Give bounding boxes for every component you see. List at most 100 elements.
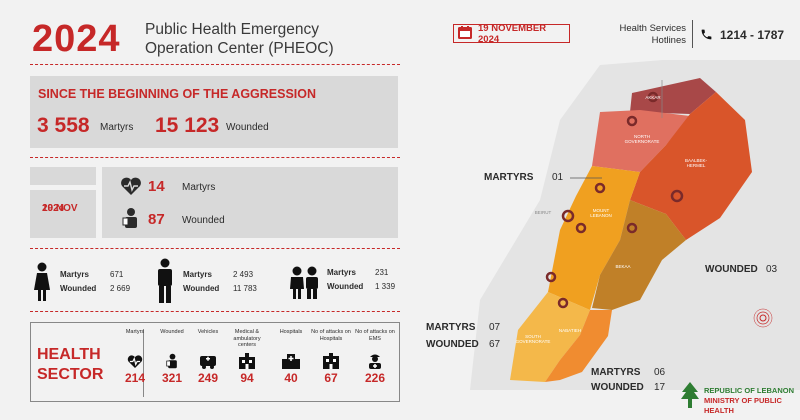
ems-worker-icon [355, 351, 395, 371]
region-baalbek [630, 92, 752, 240]
attack-marker [575, 222, 587, 234]
radar-icon [753, 308, 773, 328]
region-label-north: NORTH GOVERNORATE [624, 134, 660, 144]
region-nabatieh [545, 310, 612, 382]
hotlines-label-line1: Health Services [619, 23, 686, 34]
hs-label: No of attacks on Hospitals [311, 329, 351, 342]
report-date: 19 NOVEMBER 2024 [478, 22, 547, 45]
man-wounded-value: 11 783 [233, 284, 257, 293]
attack-marker [545, 271, 557, 283]
hospital-attack-icon [311, 351, 351, 371]
children-icon [290, 266, 320, 305]
hospital-icon [271, 351, 311, 371]
daily-date-line1: 19 NOV [42, 203, 78, 214]
south-martyrs-label: MARTYRS [426, 322, 476, 333]
hs-value: 94 [240, 371, 254, 385]
region-label-baalbek: BAALBEK-HERMEL [684, 158, 707, 168]
total-martyrs-label: Martyrs [100, 122, 134, 133]
heartbeat-icon [120, 176, 142, 201]
hs-label: Wounded [160, 329, 184, 335]
hs-col-martyrs: Martyrs 214 [115, 329, 155, 385]
hs-col-ems-attacks: No of attacks on EMS 226 [355, 329, 395, 385]
nabatieh-wounded-label: WOUNDED [591, 382, 644, 393]
daily-martyrs-label: Martyrs [182, 182, 216, 193]
mount-martyrs-value: 01 [552, 172, 564, 183]
woman-martyrs-label: Martyrs [60, 270, 89, 279]
region-label-beirut: BEIRUT [534, 210, 552, 215]
hs-col-hospitals: Hospitals 40 [271, 329, 311, 385]
hs-value: 40 [284, 371, 298, 385]
south-wounded-label: WOUNDED [426, 339, 479, 350]
man-icon [156, 258, 174, 309]
ambulance-icon [188, 351, 228, 371]
hs-label: No of attacks on EMS [355, 329, 395, 342]
injured-person-icon [152, 351, 192, 371]
hs-value: 67 [324, 371, 338, 385]
pheoc-title-line2: Operation Center (PHEOC) [145, 40, 334, 57]
medical-center-icon [227, 351, 267, 371]
hotlines-label: Health Services Hotlines [606, 23, 686, 47]
attack-marker [626, 115, 638, 127]
ministry-line1: REPUBLIC OF LEBANON [704, 386, 794, 395]
region-bekaa [592, 200, 686, 310]
pheoc-title: Public Health Emergency Operation Center… [145, 20, 334, 58]
daily-wounded-value: 87 [148, 211, 165, 228]
nabatieh-martyrs-label: MARTYRS [591, 367, 641, 378]
region-label-nabatieh: NABATIEH [558, 328, 582, 333]
attack-marker [561, 209, 575, 223]
separator [143, 329, 144, 397]
region-akkar [630, 78, 716, 114]
daily-date-line2: 2024 [42, 203, 65, 214]
woman-wounded-label: Wounded [60, 284, 97, 293]
children-wounded-value: 1 339 [375, 282, 396, 291]
hs-label: Medical & ambulatory centers [233, 329, 261, 348]
hs-value: 214 [124, 371, 146, 385]
daily-date-box: 19 NOV 2024 [30, 190, 96, 238]
since-aggression-panel: SINCE THE BEGINNING OF THE AGGRESSION 3 … [30, 76, 398, 148]
region-label-south: SOUTH GOVERNORATE [515, 334, 551, 344]
lebanon-map [470, 60, 800, 390]
cedar-logo-icon [680, 382, 700, 413]
total-martyrs-value: 3 558 [37, 114, 90, 137]
attack-marker [557, 297, 569, 309]
hs-col-hospital-attacks: No of attacks on Hospitals 67 [311, 329, 351, 385]
daily-date-tab [30, 167, 96, 185]
children-martyrs-value: 231 [375, 268, 389, 277]
attack-markers [545, 91, 684, 309]
man-wounded-label: Wounded [183, 284, 220, 293]
region-north [592, 110, 690, 172]
heartbeat-icon [115, 351, 155, 371]
baalbek-wounded-value: 03 [766, 264, 778, 275]
health-sector-title: HEALTH SECTOR [37, 345, 103, 385]
hs-col-vehicles: Vehicles 249 [188, 329, 228, 385]
children-wounded-label: Wounded [327, 282, 364, 291]
hotline-number: 1214 - 1787 [720, 28, 785, 42]
divider [30, 157, 400, 158]
hs-col-centers: Medical & ambulatory centers 94 [227, 329, 267, 385]
divider [30, 64, 400, 65]
health-sector-panel: HEALTH SECTOR Martyrs 214 Wounded 321 Veh… [30, 322, 400, 402]
year-title: 2024 [32, 18, 121, 60]
region-south [510, 292, 590, 382]
daily-wounded-label: Wounded [182, 215, 225, 226]
man-martyrs-label: Martyrs [183, 270, 212, 279]
health-sector-title-line1: HEALTH [37, 346, 101, 363]
hs-value: 226 [364, 371, 386, 385]
hs-col-wounded: Wounded 321 [152, 329, 192, 385]
pheoc-title-line1: Public Health Emergency [145, 21, 320, 38]
south-martyrs-value: 07 [489, 322, 501, 333]
since-heading: SINCE THE BEGINNING OF THE AGGRESSION [38, 87, 317, 101]
calendar-icon [458, 25, 472, 42]
region-mount [548, 166, 640, 310]
attack-marker [670, 189, 684, 203]
woman-martyrs-value: 671 [110, 270, 124, 279]
hs-value: 321 [161, 371, 183, 385]
man-martyrs-value: 2 493 [233, 270, 254, 279]
mount-martyrs-label: MARTYRS [484, 172, 534, 183]
region-label-mount: MOUNT LEBANON [590, 208, 612, 218]
ministry-logo-text: REPUBLIC OF LEBANON MINISTRY OF PUBLIC H… [704, 386, 800, 416]
daily-martyrs-value: 14 [148, 178, 165, 195]
total-wounded-value: 15 123 [155, 114, 220, 137]
attack-marker [594, 182, 606, 194]
hs-label: Hospitals [279, 329, 303, 335]
